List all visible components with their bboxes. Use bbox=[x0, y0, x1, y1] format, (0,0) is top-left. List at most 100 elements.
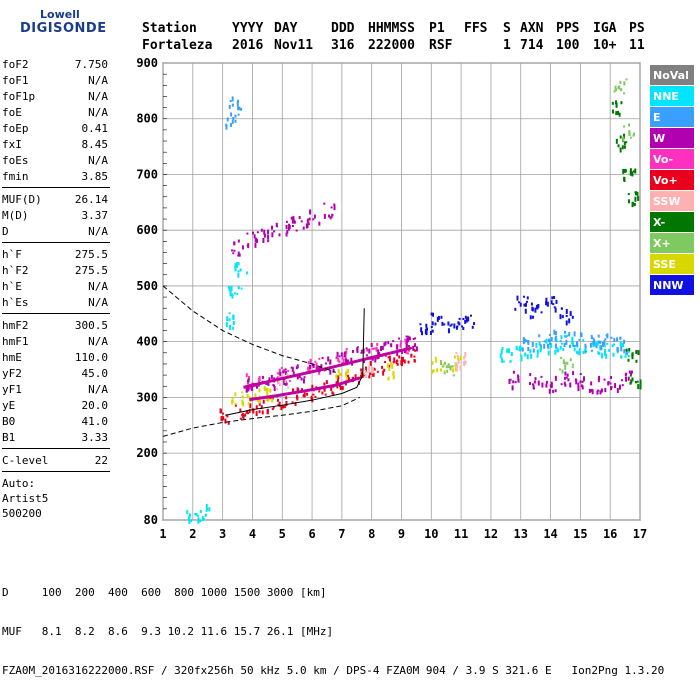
data-point bbox=[559, 345, 562, 350]
data-point bbox=[639, 379, 642, 385]
data-point bbox=[443, 361, 446, 365]
data-point bbox=[372, 372, 375, 377]
data-point bbox=[195, 513, 198, 517]
data-point bbox=[315, 362, 318, 368]
data-point bbox=[548, 342, 551, 345]
data-point bbox=[412, 345, 415, 351]
data-point bbox=[265, 398, 268, 401]
data-point bbox=[604, 388, 607, 393]
data-point bbox=[347, 374, 350, 378]
data-point bbox=[564, 371, 567, 376]
data-point bbox=[346, 377, 349, 381]
data-point bbox=[619, 147, 622, 153]
data-point bbox=[554, 389, 557, 393]
data-point bbox=[245, 373, 248, 378]
data-point bbox=[277, 376, 280, 380]
param-row: h`E N/A bbox=[2, 279, 108, 295]
data-point bbox=[540, 375, 543, 378]
data-point bbox=[589, 342, 592, 348]
data-point bbox=[242, 404, 245, 407]
data-point bbox=[563, 343, 566, 348]
data-point bbox=[296, 364, 299, 369]
data-point bbox=[552, 303, 555, 306]
data-point bbox=[412, 338, 415, 341]
data-point bbox=[254, 238, 257, 243]
parameter-panel: foF2 7.750 foF1 N/A foF1p N/A foE N/A foEp 0.41 fx… bbox=[2, 57, 110, 521]
data-point bbox=[634, 168, 637, 174]
data-point bbox=[598, 375, 601, 380]
data-point bbox=[421, 331, 424, 336]
data-point bbox=[588, 388, 591, 393]
data-point bbox=[564, 335, 567, 338]
data-point bbox=[408, 336, 411, 341]
data-point bbox=[237, 251, 240, 257]
param-row: D N/A bbox=[2, 224, 108, 240]
data-point bbox=[286, 373, 289, 377]
data-point bbox=[188, 513, 191, 518]
data-point bbox=[415, 346, 418, 352]
data-point bbox=[523, 295, 526, 298]
data-point bbox=[564, 361, 567, 365]
data-point bbox=[627, 355, 630, 358]
data-point bbox=[369, 372, 372, 377]
data-point bbox=[392, 361, 395, 364]
data-point bbox=[254, 393, 257, 399]
data-point bbox=[396, 362, 399, 366]
data-point bbox=[553, 295, 556, 299]
data-point bbox=[615, 88, 618, 92]
data-point bbox=[384, 341, 387, 346]
param-row: foF1p N/A bbox=[2, 89, 108, 105]
data-point bbox=[400, 340, 403, 345]
param-row: foEp 0.41 bbox=[2, 121, 108, 137]
data-point bbox=[584, 343, 587, 348]
data-point bbox=[267, 397, 270, 402]
data-point bbox=[332, 368, 335, 373]
data-point bbox=[232, 326, 235, 330]
param-value: 0.41 bbox=[81, 122, 109, 135]
data-point bbox=[230, 285, 233, 291]
data-point bbox=[613, 90, 616, 93]
data-point bbox=[453, 323, 456, 329]
data-point bbox=[345, 350, 348, 355]
data-point bbox=[396, 344, 399, 350]
data-point bbox=[389, 359, 392, 362]
data-point bbox=[343, 353, 346, 358]
header-value-9: 10+ bbox=[593, 38, 617, 53]
data-point bbox=[615, 100, 618, 105]
data-point bbox=[463, 361, 466, 367]
data-point bbox=[608, 348, 611, 352]
param-value: 22 bbox=[94, 454, 108, 467]
data-point bbox=[269, 388, 272, 393]
data-point bbox=[406, 338, 409, 344]
data-point bbox=[404, 339, 407, 344]
data-point bbox=[377, 349, 380, 355]
data-point bbox=[296, 394, 299, 399]
data-point bbox=[603, 378, 606, 381]
data-point bbox=[565, 314, 568, 317]
x-tick-label: 8 bbox=[368, 527, 375, 541]
legend-label: SSW bbox=[653, 195, 680, 208]
data-point bbox=[611, 344, 614, 348]
data-point bbox=[254, 242, 257, 248]
data-point bbox=[539, 347, 542, 353]
data-point bbox=[623, 145, 626, 149]
x-tick-label: 14 bbox=[543, 527, 557, 541]
data-point bbox=[391, 364, 394, 370]
data-point bbox=[271, 398, 274, 403]
data-point bbox=[529, 349, 532, 354]
data-point bbox=[407, 345, 410, 348]
data-point bbox=[268, 377, 271, 381]
data-point bbox=[310, 395, 313, 400]
data-point bbox=[574, 378, 577, 382]
data-point bbox=[280, 405, 283, 411]
data-point bbox=[371, 347, 374, 350]
data-point bbox=[606, 342, 609, 345]
data-point bbox=[266, 408, 269, 414]
x-tick-label: 17 bbox=[633, 527, 647, 541]
data-point bbox=[392, 340, 395, 343]
data-point bbox=[231, 96, 234, 102]
data-point bbox=[312, 393, 315, 396]
param-row: foF2 7.750 bbox=[2, 57, 108, 73]
data-point bbox=[467, 316, 470, 322]
data-point bbox=[584, 345, 587, 350]
